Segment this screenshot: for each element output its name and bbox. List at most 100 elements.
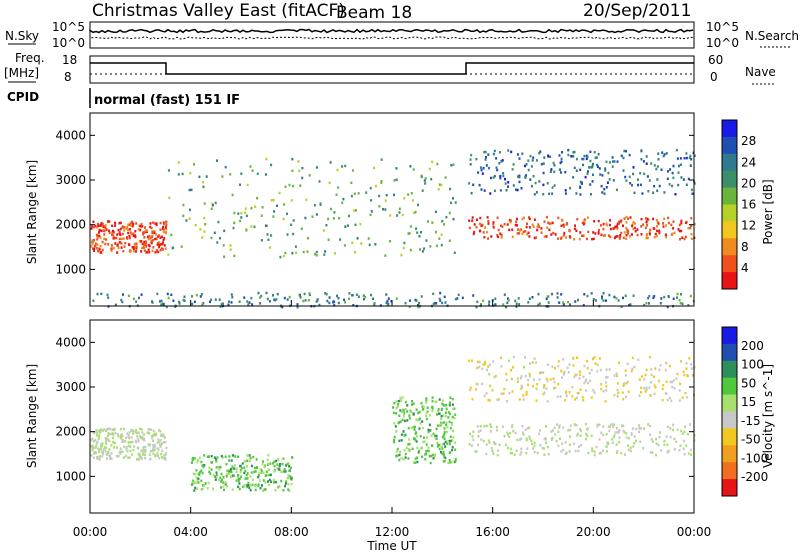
- scatter-cell: [575, 423, 578, 427]
- scatter-cell: [332, 301, 335, 304]
- scatter-cell: [502, 174, 505, 178]
- scatter-cell: [667, 170, 670, 173]
- scatter-cell: [531, 296, 534, 299]
- scatter-cell: [581, 221, 584, 225]
- scatter-cell: [650, 368, 653, 371]
- scatter-cell: [199, 471, 202, 474]
- scatter-cell: [448, 451, 451, 454]
- scatter-cell: [119, 436, 122, 440]
- scatter-cell: [195, 481, 198, 484]
- scatter-cell: [260, 214, 263, 217]
- scatter-cell: [246, 484, 249, 487]
- scatter-cell: [273, 470, 276, 473]
- scatter-cell: [201, 236, 204, 239]
- scatter-cell: [468, 182, 471, 185]
- scatter-cell: [120, 246, 123, 249]
- date-label: 20/Sep/2011: [583, 1, 691, 21]
- scatter-cell: [607, 425, 610, 428]
- scatter-cell: [254, 470, 257, 473]
- scatter-cell: [476, 218, 478, 221]
- scatter-cell: [525, 163, 528, 166]
- scatter-cell: [230, 293, 233, 296]
- scatter-cell: [127, 231, 130, 235]
- scatter-cell: [119, 221, 122, 225]
- scatter-cell: [635, 439, 638, 443]
- scatter-cell: [367, 237, 370, 240]
- scatter-cell: [446, 425, 449, 429]
- scatter-cell: [542, 162, 545, 165]
- scatter-cell: [292, 184, 295, 188]
- scatter-cell: [96, 431, 99, 435]
- scatter-cell: [556, 292, 559, 295]
- scatter-cell: [103, 446, 106, 449]
- scatter-cell: [142, 448, 145, 452]
- power-ylabel: Slant Range [km]: [25, 160, 39, 264]
- scatter-cell: [516, 438, 519, 442]
- scatter-cell: [118, 241, 121, 244]
- scatter-cell: [363, 298, 365, 301]
- scatter-cell: [440, 233, 443, 236]
- scatter-cell: [281, 462, 284, 466]
- scatter-cell: [616, 388, 619, 392]
- scatter-cell: [436, 413, 439, 416]
- scatter-cell: [132, 432, 135, 435]
- scatter-cell: [444, 445, 447, 448]
- scatter-cell: [645, 155, 648, 158]
- scatter-cell: [478, 229, 481, 233]
- scatter-cell: [452, 436, 455, 439]
- scatter-cell: [586, 155, 589, 158]
- scatter-cell: [215, 476, 218, 479]
- scatter-cell: [605, 376, 608, 379]
- scatter-cell: [685, 152, 688, 155]
- scatter-cell: [273, 298, 276, 302]
- scatter-cell: [314, 252, 316, 256]
- scatter-cell: [690, 188, 693, 192]
- scatter-cell: [677, 228, 680, 231]
- scatter-cell: [448, 439, 451, 443]
- scatter-cell: [493, 189, 496, 192]
- scatter-cell: [660, 168, 663, 171]
- scatter-cell: [430, 434, 433, 437]
- scatter-cell: [427, 446, 430, 449]
- colorbar-step: [722, 462, 737, 480]
- scatter-cell: [572, 155, 575, 158]
- scatter-cell: [417, 305, 420, 309]
- scatter-cell: [200, 293, 203, 296]
- scatter-cell: [94, 438, 97, 442]
- scatter-cell: [404, 456, 407, 459]
- scatter-cell: [246, 477, 249, 480]
- scatter-cell: [250, 206, 253, 210]
- scatter-cell: [267, 462, 270, 465]
- scatter-cell: [270, 199, 273, 202]
- scatter-cell: [625, 432, 628, 435]
- scatter-cell: [411, 403, 413, 406]
- scatter-cell: [443, 459, 446, 463]
- scatter-cell: [690, 237, 693, 241]
- scatter-cell: [218, 466, 221, 470]
- scatter-cell: [690, 363, 693, 366]
- scatter-cell: [291, 251, 294, 255]
- scatter-cell: [218, 478, 221, 482]
- scatter-cell: [399, 450, 402, 453]
- scatter-cell: [285, 464, 288, 467]
- scatter-cell: [557, 237, 560, 240]
- scatter-cell: [594, 232, 597, 235]
- scatter-cell: [393, 438, 396, 442]
- scatter-cell: [105, 228, 108, 231]
- scatter-cell: [434, 453, 437, 457]
- scatter-cell: [505, 189, 508, 192]
- scatter-cell: [110, 444, 113, 447]
- scatter-cell: [249, 488, 252, 492]
- scatter-cell: [353, 209, 356, 212]
- scatter-cell: [572, 364, 575, 367]
- scatter-cell: [244, 207, 247, 210]
- scatter-cell: [141, 225, 144, 228]
- scatter-cell: [454, 297, 457, 301]
- scatter-cell: [539, 150, 542, 153]
- scatter-cell: [308, 174, 311, 177]
- scatter-cell: [395, 178, 398, 181]
- scatter-cell: [355, 209, 357, 212]
- scatter-cell: [385, 293, 388, 296]
- scatter-cell: [240, 172, 243, 175]
- scatter-cell: [581, 157, 584, 161]
